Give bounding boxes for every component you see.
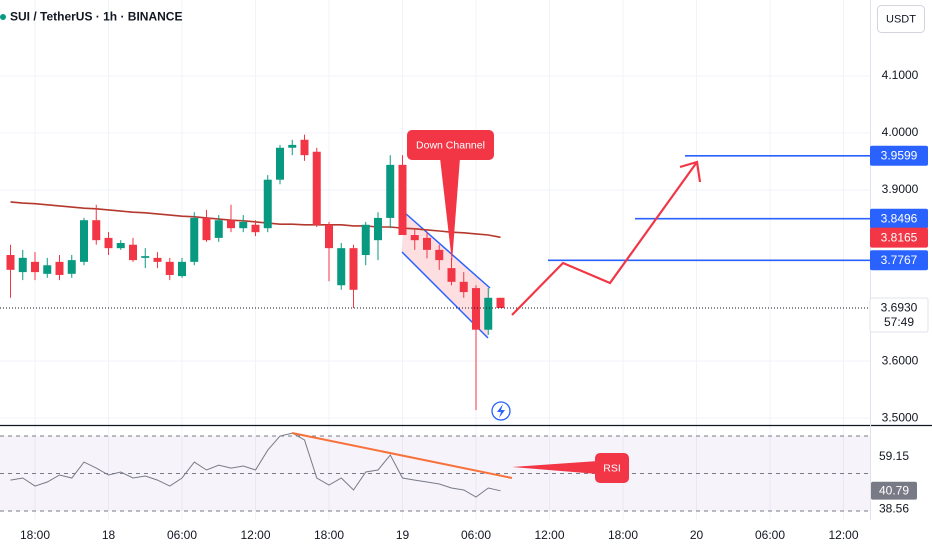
candles bbox=[0, 134, 870, 411]
candle-body bbox=[459, 281, 468, 293]
candle-body bbox=[55, 261, 64, 275]
y-tick-label: 3.9000 bbox=[882, 182, 919, 196]
last-price-label: 3.6930 bbox=[881, 301, 918, 315]
x-tick-label: 06:00 bbox=[755, 528, 785, 542]
rsi-value-box bbox=[871, 447, 917, 466]
rsi-value-box bbox=[871, 499, 917, 518]
rsi-value-label: 59.15 bbox=[879, 449, 909, 463]
y-tick-label: 4.1000 bbox=[882, 68, 919, 82]
callout-box bbox=[595, 453, 629, 483]
rsi-value-label: 40.79 bbox=[879, 483, 909, 497]
candle-body bbox=[447, 268, 456, 282]
candle-body bbox=[116, 243, 125, 249]
candle-body bbox=[337, 248, 346, 286]
candle-body bbox=[129, 244, 137, 261]
y-tick-label: 3.6000 bbox=[882, 353, 919, 367]
candle-body bbox=[141, 256, 150, 258]
y-tick-label: 4.0000 bbox=[882, 125, 919, 139]
rsi-value-box bbox=[871, 481, 917, 500]
candle-body bbox=[67, 260, 76, 274]
rsi-line bbox=[10, 432, 501, 498]
x-tick-label: 19 bbox=[396, 528, 410, 542]
candle-body bbox=[92, 220, 101, 241]
currency-button[interactable] bbox=[877, 5, 925, 33]
callout-box bbox=[407, 130, 494, 160]
x-tick-label: 18:00 bbox=[608, 528, 638, 542]
x-tick-label: 12:00 bbox=[240, 528, 270, 542]
x-tick-label: 18:00 bbox=[314, 528, 344, 542]
callout-text: RSI bbox=[603, 462, 621, 474]
rsi-value-label: 38.56 bbox=[879, 501, 909, 515]
projection-arrow bbox=[511, 161, 698, 316]
chart-title: SUI / TetherUS · 1h · BINANCE bbox=[10, 10, 182, 24]
candle-body bbox=[153, 257, 162, 262]
level-box bbox=[870, 208, 928, 229]
candle-body bbox=[361, 224, 370, 255]
candle-body bbox=[374, 217, 382, 241]
callout-pointer bbox=[512, 461, 598, 474]
lightning bbox=[497, 404, 505, 418]
level-label: 3.9599 bbox=[881, 148, 918, 162]
candle-body bbox=[435, 249, 444, 261]
candle-body bbox=[325, 224, 333, 249]
candle-body bbox=[386, 164, 395, 218]
candle-body bbox=[43, 265, 52, 274]
rsi-trendline bbox=[291, 432, 513, 479]
candle-body bbox=[349, 248, 358, 290]
last-price-box bbox=[869, 297, 929, 333]
callout-pointer bbox=[440, 158, 460, 262]
candle-body bbox=[251, 224, 260, 233]
candle-body bbox=[288, 144, 297, 148]
candle-body bbox=[202, 217, 211, 241]
candle-body bbox=[104, 237, 113, 249]
candle-body bbox=[276, 147, 284, 180]
level-label: 3.7767 bbox=[881, 253, 918, 267]
candle-body bbox=[190, 217, 199, 262]
rsi-background bbox=[0, 435, 870, 512]
x-tick-label: 06:00 bbox=[167, 528, 197, 542]
candle-body bbox=[6, 255, 15, 270]
level-label: 3.8496 bbox=[881, 211, 918, 225]
candle-body bbox=[423, 237, 431, 250]
candle-body bbox=[484, 297, 493, 330]
candle-body bbox=[239, 221, 248, 229]
status-dot bbox=[0, 14, 6, 20]
candle-body bbox=[165, 261, 174, 275]
channel-line bbox=[404, 212, 491, 289]
ma-box bbox=[870, 227, 928, 248]
x-tick-label: 06:00 bbox=[461, 528, 491, 542]
currency-label: USDT bbox=[886, 13, 916, 25]
candle-body bbox=[18, 257, 27, 273]
x-tick-label: 18:00 bbox=[20, 528, 50, 542]
candle-body bbox=[178, 261, 186, 277]
x-tick-label: 20 bbox=[690, 528, 704, 542]
countdown-label: 57:49 bbox=[884, 315, 914, 329]
levels bbox=[548, 154, 870, 262]
level-box bbox=[870, 145, 928, 166]
candle-body bbox=[472, 288, 480, 330]
x-tick-label: 18 bbox=[102, 528, 116, 542]
rsi-panel bbox=[10, 432, 501, 498]
arrow-head bbox=[679, 160, 702, 183]
candle-body bbox=[227, 220, 235, 229]
candle-body bbox=[410, 235, 419, 241]
candle-body bbox=[312, 151, 321, 225]
y-tick-label: 3.5000 bbox=[882, 410, 919, 424]
x-tick-label: 12:00 bbox=[534, 528, 564, 542]
x-tick-label: 12:00 bbox=[828, 528, 858, 542]
candle-body bbox=[31, 261, 39, 273]
candle-body bbox=[263, 179, 272, 229]
candle-body bbox=[80, 220, 88, 262]
price-axis: 4.1000 4.0000 3.9000 3.6000 3.5000 59.15 40.79… bbox=[869, 68, 929, 518]
level-box bbox=[870, 250, 928, 271]
candle-body bbox=[398, 164, 407, 236]
callout-text: Down Channel bbox=[416, 139, 485, 151]
candle-body bbox=[300, 139, 309, 156]
candle-body bbox=[214, 220, 223, 238]
candle-body bbox=[496, 297, 505, 309]
ma-label: 3.8165 bbox=[881, 230, 918, 244]
